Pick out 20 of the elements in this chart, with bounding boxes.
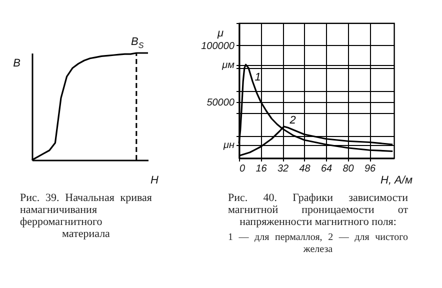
y-tick-label: μн (222, 140, 235, 151)
y-axis-title: B (13, 58, 20, 70)
text: 1 — для пермаллоя, 2 — для чистого железа (228, 232, 408, 256)
series-label: 2 (288, 114, 296, 126)
x-tick-label: 32 (277, 164, 290, 174)
x-tick-label: 96 (364, 164, 376, 174)
y-tick-label: μм (221, 60, 235, 72)
x-axis-title: H (150, 174, 158, 186)
y-axis-title: μ (216, 28, 224, 40)
x-axis-title: H, А/м (380, 174, 413, 186)
x-tick-label: 64 (320, 164, 333, 174)
y-tick-label: 50000 (206, 97, 235, 108)
text: Рис. 39. Начальная кривая намагничивания ферромагнитного материала (20, 192, 152, 240)
x-tick-label: 48 (299, 164, 311, 174)
x-tick-label: 80 (342, 164, 354, 174)
series-label: 1 (254, 72, 261, 84)
x-tick-label: 0 (240, 164, 246, 174)
y-tick-label: 100000 (201, 41, 235, 52)
text: Рис. 40. Графики зависимости магнитной проницаемости от напряженности магнитного поля: (228, 192, 408, 228)
x-tick-label: 16 (256, 164, 268, 174)
